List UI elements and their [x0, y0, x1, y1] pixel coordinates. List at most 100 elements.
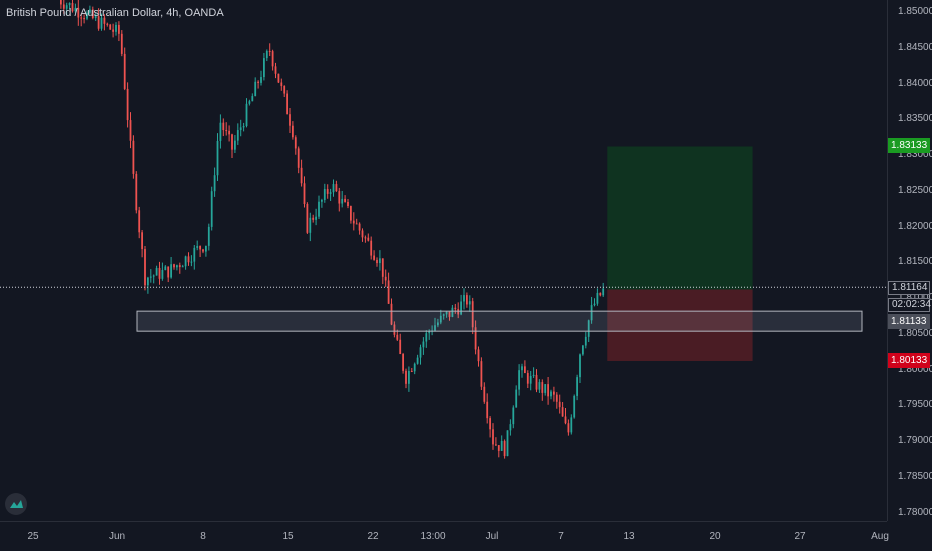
- candle-body: [251, 96, 254, 102]
- price-tick-label: 1.84500: [898, 41, 932, 53]
- candle-body: [86, 12, 88, 19]
- candle-body: [149, 276, 152, 278]
- candle-body: [306, 204, 309, 233]
- candle-body: [196, 246, 199, 248]
- candle-body: [352, 220, 355, 224]
- candle-body: [199, 246, 201, 250]
- candle-body: [193, 247, 196, 262]
- candle-body: [451, 307, 454, 317]
- candle-body: [381, 258, 384, 277]
- price-tick-label: 1.78500: [898, 470, 932, 482]
- candle-body: [379, 258, 381, 264]
- candle-body: [573, 395, 576, 418]
- price-tick-label: 1.81500: [898, 256, 932, 268]
- candle-body: [268, 50, 271, 52]
- candle-body: [524, 366, 526, 374]
- candle-body: [147, 277, 149, 286]
- price-axis[interactable]: 1.85000 1.84500 1.84000 1.83500 1.83000 1.825…: [887, 0, 932, 521]
- candle-body: [567, 423, 570, 433]
- candle-body: [109, 24, 112, 30]
- support-zone: [136, 310, 863, 332]
- candle-body: [599, 292, 602, 296]
- candle-body: [547, 384, 549, 397]
- candle-body: [521, 366, 523, 371]
- candle-body: [135, 173, 138, 211]
- candle-body: [518, 370, 520, 390]
- candle-body: [344, 198, 346, 202]
- candle-body: [210, 191, 213, 227]
- candle-body: [318, 201, 320, 217]
- candle-body: [544, 384, 547, 393]
- time-tick-label: Aug: [871, 531, 889, 542]
- candle-body: [213, 175, 216, 192]
- candlestick-chart[interactable]: [0, 0, 887, 521]
- symbol-title[interactable]: British Pound / Australian Dollar, 4h, O…: [6, 7, 224, 19]
- price-tick-label: 1.82500: [898, 184, 932, 196]
- candle-body: [277, 73, 280, 83]
- candle-body: [347, 201, 349, 207]
- candle-body: [118, 24, 120, 34]
- price-tick-label: 1.79500: [898, 399, 932, 411]
- candle-body: [445, 311, 448, 315]
- candle-body: [579, 354, 581, 378]
- candle-body: [439, 315, 442, 323]
- chart-area[interactable]: British Pound / Australian Dollar, 4h, O…: [0, 0, 887, 521]
- time-tick-label: 13: [623, 531, 635, 542]
- time-tick-label: 25: [27, 531, 39, 542]
- candle-body: [152, 275, 155, 277]
- countdown-tag: 02:02:34: [888, 298, 931, 312]
- candle-body: [94, 16, 97, 19]
- candle-body: [65, 5, 68, 9]
- candle-body: [350, 206, 352, 221]
- candle-body: [141, 232, 143, 250]
- candle-body: [503, 441, 506, 457]
- candle-body: [164, 266, 167, 271]
- price-tick-label: 1.79000: [898, 435, 932, 446]
- candle-body: [422, 341, 425, 348]
- price-tick-label: 1.83000: [898, 149, 932, 160]
- candle-body: [60, 0, 62, 5]
- candle-body: [236, 130, 239, 141]
- candle-body: [222, 122, 225, 131]
- candle-body: [474, 327, 477, 350]
- candle-body: [390, 303, 393, 325]
- candle-body: [529, 376, 532, 384]
- candle-body: [265, 50, 268, 59]
- candle-body: [538, 382, 541, 390]
- candle-body: [231, 134, 233, 150]
- candle-body: [361, 230, 364, 238]
- candle-body: [184, 256, 187, 267]
- candle-body: [62, 4, 65, 9]
- candle-body: [257, 81, 259, 83]
- candle-body: [274, 66, 277, 74]
- candle-body: [161, 270, 164, 279]
- candle-body: [329, 192, 332, 194]
- candle-body: [561, 407, 564, 417]
- candle-body: [437, 322, 439, 326]
- price-tick-label: 1.80500: [898, 327, 932, 339]
- candle-body: [555, 394, 558, 402]
- candle-body: [587, 320, 590, 337]
- take-profit-price-tag: 1.83133: [888, 138, 930, 153]
- candle-body: [399, 339, 402, 354]
- tradingview-logo-icon[interactable]: [5, 493, 27, 515]
- candle-body: [480, 361, 483, 387]
- candle-body: [341, 198, 344, 204]
- candle-body: [570, 417, 573, 433]
- candle-body: [442, 314, 445, 316]
- candle-body: [309, 217, 312, 233]
- time-tick-label: 22: [367, 531, 379, 542]
- candle-body: [434, 325, 436, 331]
- price-tick-label: 1.81000: [898, 292, 932, 303]
- candle-body: [97, 16, 100, 29]
- time-axis[interactable]: 25 Jun 8 15 22 13:00 Jul 7 13 20 27 Aug: [0, 521, 889, 551]
- candle-body: [419, 347, 422, 358]
- candle-body: [593, 303, 596, 306]
- candle-body: [115, 24, 117, 32]
- candle-body: [526, 373, 529, 384]
- candle-body: [506, 430, 509, 457]
- candle-body: [492, 429, 494, 445]
- candle-body: [373, 255, 375, 260]
- take-profit-zone: [607, 146, 753, 290]
- candle-body: [176, 265, 178, 268]
